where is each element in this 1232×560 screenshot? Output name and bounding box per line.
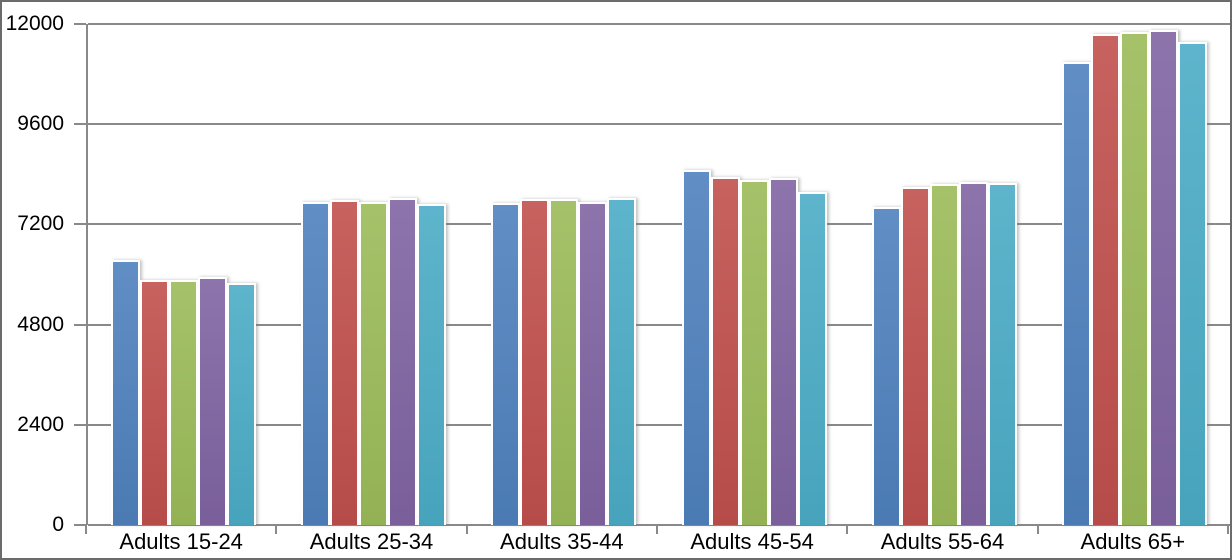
- y-tick-mark: [74, 524, 86, 526]
- y-axis-label-12000: 12000: [5, 12, 64, 35]
- x-axis-label-3: Adults 35-44: [500, 529, 624, 554]
- bar-series-2-red: [329, 200, 359, 525]
- y-tick-mark: [74, 423, 86, 426]
- bar-series-4-purple: [197, 276, 227, 525]
- bar-series-4-purple: [578, 202, 608, 525]
- bar-series-1-blue: [110, 260, 140, 525]
- bar-series-2-red: [1091, 34, 1121, 525]
- bar-groups: [88, 24, 1230, 525]
- bar-group-4: [659, 24, 849, 525]
- bar-series-5-teal: [226, 283, 256, 525]
- bar-series-1-blue: [681, 170, 711, 525]
- bar-series-3-green: [1120, 32, 1150, 525]
- gridline-9600: [88, 123, 1230, 126]
- x-tick-mark: [1036, 525, 1039, 534]
- gridline-7200: [88, 223, 1230, 226]
- x-tick-mark: [656, 525, 658, 534]
- bar-series-3-green: [168, 280, 198, 525]
- bar-series-1-blue: [1062, 62, 1092, 525]
- x-tick-mark: [275, 525, 278, 534]
- bar-series-2-red: [710, 177, 740, 525]
- bar-series-1-blue: [491, 203, 521, 525]
- x-axis-label-1: Adults 15-24: [119, 529, 243, 554]
- y-axis-label-9600: 9600: [17, 112, 64, 136]
- y-tick-mark: [74, 123, 86, 126]
- bar-series-5-teal: [416, 204, 446, 525]
- gridline-4800: [88, 323, 1230, 326]
- bar-series-5-teal: [987, 183, 1017, 525]
- bar-series-3-green: [739, 180, 769, 525]
- gridline-2400: [88, 423, 1230, 426]
- bar-series-4-purple: [958, 182, 988, 525]
- y-tick-mark: [74, 323, 86, 326]
- bar-series-5-teal: [1178, 42, 1208, 525]
- bar-series-4-purple: [1149, 29, 1179, 525]
- y-axis-label-0: 0: [52, 513, 64, 536]
- x-axis-label-5: Adults 55-64: [880, 529, 1005, 554]
- bar-series-1-blue: [871, 207, 901, 525]
- bar-series-2-red: [900, 187, 930, 525]
- x-tick-mark: [846, 525, 849, 534]
- x-tick-mark: [1227, 525, 1229, 534]
- y-axis-label-4800: 4800: [17, 312, 64, 336]
- y-axis-label-7200: 7200: [17, 212, 64, 236]
- bar-group-6: [1040, 24, 1230, 525]
- bar-series-5-teal: [797, 191, 827, 525]
- plot-area: [86, 23, 1230, 526]
- bar-group-3: [469, 24, 659, 525]
- bar-series-4-purple: [768, 178, 798, 525]
- gridline-0: [88, 524, 1230, 526]
- bar-series-5-teal: [607, 198, 637, 525]
- y-tick-mark: [74, 223, 86, 226]
- bar-series-2-red: [139, 279, 169, 525]
- y-tick-mark: [74, 23, 86, 25]
- x-axis-label-4: Adults 45-54: [690, 529, 814, 554]
- bar-series-2-red: [520, 199, 550, 525]
- bar-series-3-green: [549, 199, 579, 525]
- bar-group-5: [849, 24, 1039, 525]
- x-tick-mark: [465, 525, 468, 534]
- bar-group-2: [278, 24, 468, 525]
- bar-group-1: [88, 24, 278, 525]
- x-tick-mark: [85, 525, 87, 534]
- bar-series-1-blue: [300, 202, 330, 525]
- x-axis-label-6: Adults 65+: [1080, 529, 1186, 554]
- bar-series-3-green: [358, 202, 388, 525]
- bar-series-3-green: [929, 184, 959, 525]
- gridline-12000: [88, 23, 1230, 25]
- y-axis-label-2400: 2400: [17, 412, 64, 436]
- x-axis-labels: Adults 15-24 Adults 25-34 Adults 35-44 Adul…: [86, 529, 1228, 555]
- x-axis-label-2: Adults 25-34: [309, 529, 434, 554]
- bar-series-4-purple: [387, 198, 417, 525]
